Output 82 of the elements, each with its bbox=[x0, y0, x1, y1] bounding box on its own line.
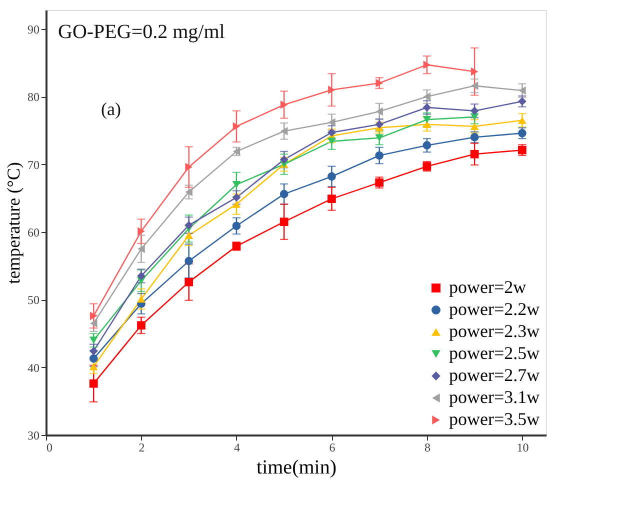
point bbox=[470, 122, 479, 130]
point bbox=[137, 272, 146, 280]
y-tick-label: 50 bbox=[28, 293, 40, 308]
legend-label: power=2.3w bbox=[449, 321, 540, 341]
point bbox=[184, 232, 194, 239]
point bbox=[376, 78, 383, 88]
point bbox=[184, 221, 194, 230]
point bbox=[232, 222, 241, 230]
point bbox=[422, 116, 432, 124]
point bbox=[137, 321, 146, 330]
point bbox=[138, 227, 145, 236]
y-tick-label: 40 bbox=[28, 360, 40, 375]
point bbox=[280, 155, 288, 164]
point bbox=[518, 97, 526, 106]
x-tick-label: 6 bbox=[329, 440, 336, 454]
point bbox=[423, 60, 431, 69]
y-tick-label: 70 bbox=[28, 158, 40, 172]
point bbox=[280, 100, 288, 109]
point bbox=[137, 295, 146, 303]
x-tick-label: 0 bbox=[46, 440, 52, 454]
point bbox=[376, 107, 383, 116]
point bbox=[470, 106, 479, 116]
point bbox=[470, 150, 479, 158]
x-axis-title: time(min) bbox=[256, 456, 336, 478]
point bbox=[328, 138, 336, 145]
y-tick-label: 30 bbox=[28, 428, 40, 442]
legend-label: power=2.5w bbox=[449, 343, 540, 363]
legend-label: power=3.5w bbox=[449, 409, 540, 429]
point bbox=[280, 126, 288, 136]
point bbox=[470, 133, 479, 142]
point bbox=[185, 162, 192, 172]
point bbox=[518, 128, 526, 138]
point bbox=[90, 312, 98, 320]
point bbox=[328, 194, 336, 203]
point bbox=[328, 118, 336, 127]
point bbox=[422, 103, 432, 112]
point bbox=[232, 122, 240, 131]
point bbox=[89, 379, 98, 388]
point bbox=[518, 116, 526, 124]
legend-label: power=3.1w bbox=[449, 387, 540, 407]
legend-label: power=2w bbox=[449, 277, 526, 297]
point bbox=[280, 190, 288, 198]
point bbox=[89, 354, 98, 363]
point bbox=[184, 278, 194, 286]
point bbox=[375, 178, 384, 187]
point bbox=[138, 244, 145, 254]
point bbox=[470, 67, 478, 76]
point bbox=[184, 256, 194, 266]
legend-label: power=2.2w bbox=[449, 299, 540, 319]
legend-label: power=2.7w bbox=[449, 365, 540, 385]
point bbox=[518, 146, 526, 154]
point bbox=[375, 120, 384, 129]
point bbox=[422, 120, 432, 128]
point bbox=[375, 134, 384, 142]
point bbox=[280, 218, 288, 226]
point bbox=[328, 128, 336, 137]
point bbox=[470, 113, 479, 121]
point bbox=[518, 86, 526, 95]
y-tick-label: 90 bbox=[28, 22, 40, 36]
point bbox=[232, 180, 241, 188]
point bbox=[328, 172, 336, 181]
x-tick-label: 10 bbox=[516, 440, 529, 454]
point bbox=[328, 86, 336, 94]
y-axis-title: temperature (°C) bbox=[4, 162, 24, 284]
point bbox=[89, 346, 98, 356]
x-tick-label: 4 bbox=[234, 440, 240, 454]
x-tick-label: 8 bbox=[424, 440, 430, 454]
point bbox=[89, 336, 98, 344]
point bbox=[232, 200, 241, 208]
annotation: (a) bbox=[101, 99, 121, 119]
y-tick-label: 60 bbox=[28, 225, 40, 240]
annotation: GO-PEG=0.2 mg/ml bbox=[58, 21, 226, 43]
point bbox=[423, 92, 431, 101]
point bbox=[185, 188, 192, 196]
point bbox=[232, 193, 241, 202]
point bbox=[375, 151, 384, 160]
point bbox=[90, 319, 98, 328]
point bbox=[422, 141, 432, 150]
point bbox=[89, 363, 98, 370]
point bbox=[470, 82, 478, 90]
x-tick-label: 2 bbox=[138, 440, 145, 454]
y-tick-label: 80 bbox=[28, 90, 40, 104]
